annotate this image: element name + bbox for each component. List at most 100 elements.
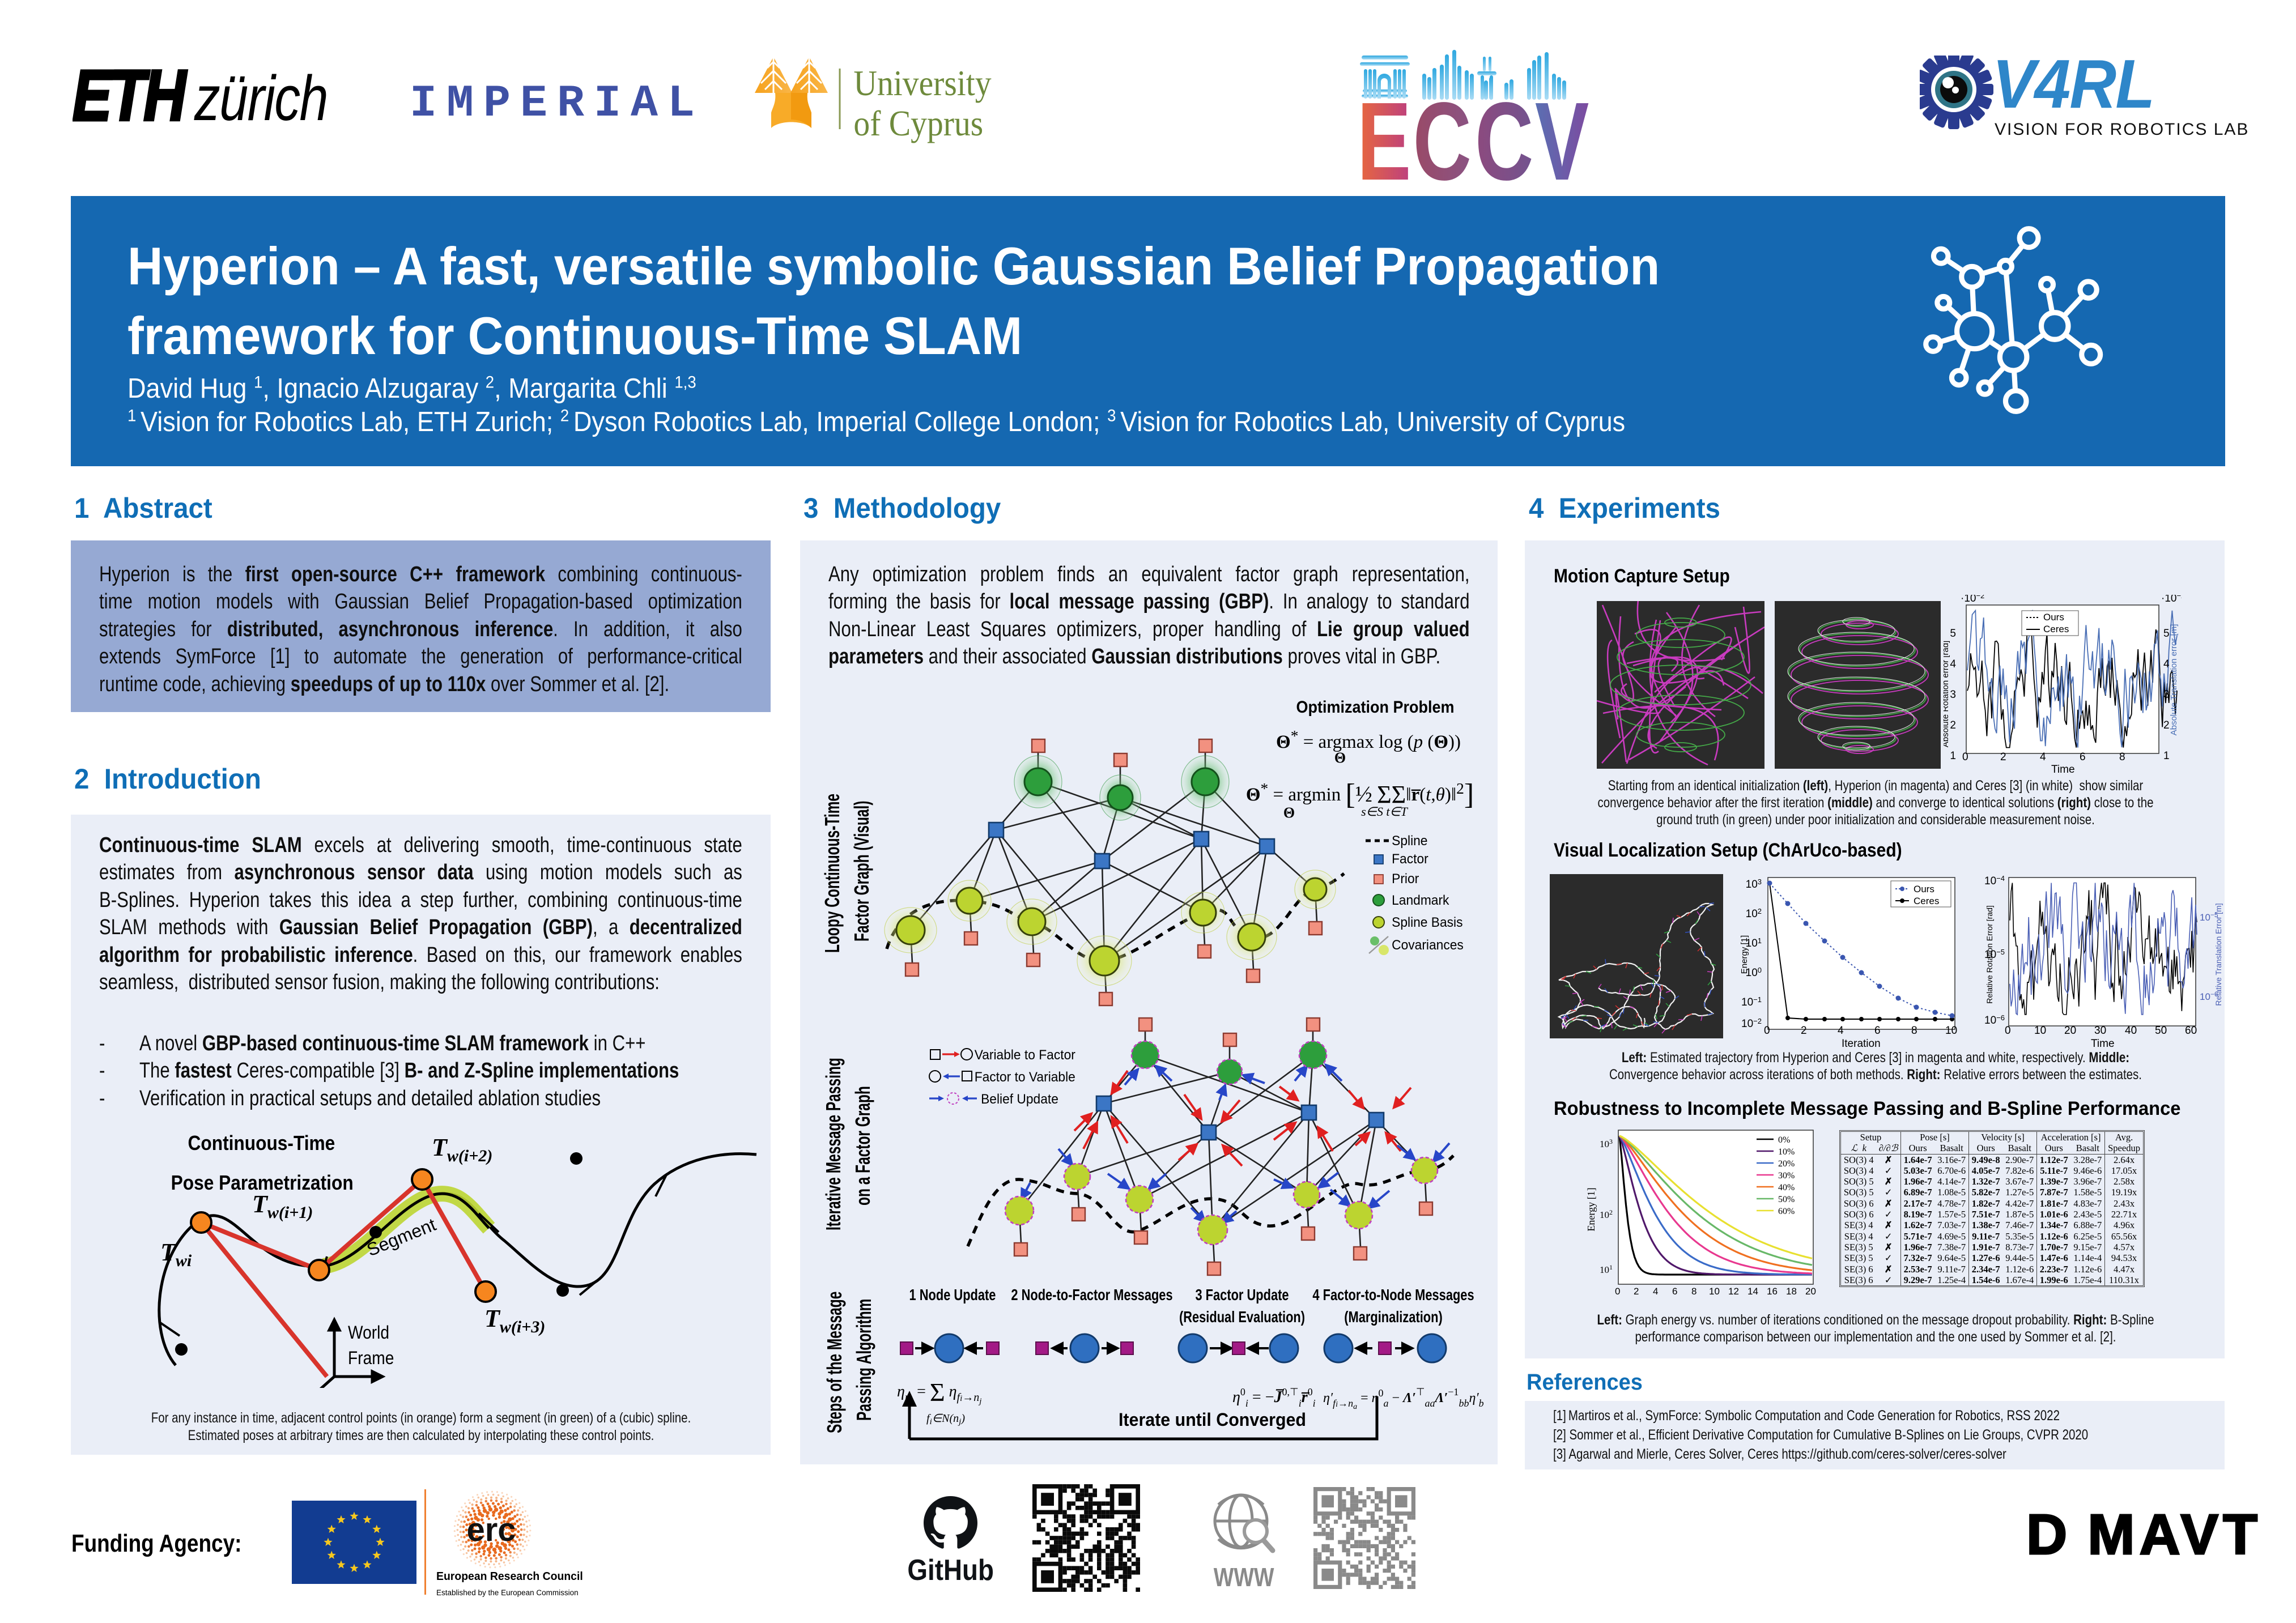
- svg-text:ETH: ETH: [73, 66, 188, 128]
- svg-text:50%: 50%: [1778, 1195, 1795, 1204]
- svg-text:10−1: 10−1: [1741, 995, 1762, 1008]
- svg-text:C: C: [1475, 80, 1533, 187]
- svg-text:20%: 20%: [1778, 1159, 1795, 1169]
- svg-text:0%: 0%: [1778, 1135, 1790, 1145]
- svg-text:6: 6: [1672, 1286, 1677, 1297]
- svg-text:5: 5: [2163, 628, 2170, 640]
- svg-text:2: 2: [2163, 719, 2170, 731]
- svg-text:Spline: Spline: [1392, 833, 1427, 848]
- svg-text:0: 0: [2005, 1025, 2011, 1037]
- svg-text:2: 2: [1950, 719, 1956, 731]
- svg-text:50: 50: [2155, 1025, 2167, 1037]
- svg-text:8: 8: [1691, 1286, 1697, 1297]
- svg-text:8: 8: [2119, 751, 2125, 763]
- svg-text:Time: Time: [2051, 764, 2075, 776]
- svg-text:4: 4: [1838, 1025, 1844, 1037]
- svg-text:Relative Rotation Error [rad]: Relative Rotation Error [rad]: [1985, 905, 1994, 1004]
- svg-text:3: 3: [1950, 689, 1956, 701]
- svg-text:Ours: Ours: [2043, 612, 2064, 623]
- svg-text:Absolute Translation error [m]: Absolute Translation error [m]: [2169, 624, 2179, 736]
- svg-text:6: 6: [2080, 751, 2086, 763]
- svg-text:30: 30: [2094, 1025, 2106, 1037]
- svg-text:Ceres: Ceres: [1914, 896, 1939, 906]
- svg-text:40%: 40%: [1778, 1183, 1795, 1192]
- svg-text:Spline Basis: Spline Basis: [1392, 914, 1462, 930]
- svg-text:102: 102: [1746, 907, 1762, 920]
- svg-text:World: World: [348, 1323, 389, 1343]
- svg-text:Tw(i+3): Tw(i+3): [484, 1305, 545, 1336]
- svg-text:1: 1: [2163, 750, 2170, 762]
- svg-text:Landmark: Landmark: [1392, 892, 1449, 908]
- svg-text:102: 102: [1600, 1208, 1613, 1220]
- svg-text:10−4: 10−4: [1984, 874, 2005, 887]
- svg-text:0: 0: [1962, 751, 1968, 763]
- svg-text:16: 16: [1767, 1286, 1778, 1297]
- svg-text:Tw(i+2): Tw(i+2): [432, 1134, 492, 1165]
- svg-text:V4RL: V4RL: [1992, 56, 2154, 123]
- svg-text:erc: erc: [466, 1511, 516, 1548]
- svg-text:103: 103: [1746, 877, 1762, 891]
- svg-text:Factor: Factor: [1392, 851, 1428, 866]
- svg-text:10: 10: [1945, 1025, 1957, 1037]
- svg-text:10−2: 10−2: [1741, 1017, 1762, 1030]
- svg-text:Variable to Factor: Variable to Factor: [975, 1047, 1075, 1062]
- svg-text:4: 4: [1950, 658, 1956, 670]
- svg-text:Relative Translation Error [m]: Relative Translation Error [m]: [2214, 903, 2223, 1006]
- svg-text:0: 0: [1764, 1025, 1770, 1037]
- svg-text:η0i = −J̅0,⊤ir̅0i: η0i = −J̅0,⊤ir̅0i: [1232, 1386, 1316, 1409]
- svg-text:Absolute Rotation error [rad]: Absolute Rotation error [rad]: [1944, 641, 1950, 747]
- svg-text:Continuous-Time: Continuous-Time: [188, 1132, 335, 1155]
- svg-text:12: 12: [1728, 1286, 1739, 1297]
- svg-text:η′fi→na = η0a − Λ′⊤aaΛ′−1bbη′b: η′fi→na = η0a − Λ′⊤aaΛ′−1bbη′b: [1323, 1386, 1484, 1411]
- svg-text:5: 5: [1950, 628, 1956, 640]
- svg-text:14: 14: [1747, 1286, 1758, 1297]
- svg-text:Energy [1]: Energy [1]: [1587, 1187, 1597, 1231]
- svg-text:4: 4: [1653, 1286, 1658, 1297]
- svg-text:10: 10: [2034, 1025, 2046, 1037]
- svg-text:4: 4: [2163, 658, 2170, 670]
- svg-text:20: 20: [2064, 1025, 2076, 1037]
- svg-text:of Cyprus: of Cyprus: [853, 104, 983, 143]
- svg-text:8: 8: [1911, 1025, 1917, 1037]
- svg-text:Pose Parametrization: Pose Parametrization: [171, 1172, 354, 1194]
- svg-text:Ceres: Ceres: [2043, 624, 2069, 634]
- svg-text:Prior: Prior: [1392, 871, 1419, 886]
- svg-text:Time: Time: [2091, 1038, 2115, 1050]
- svg-text:Frame: Frame: [348, 1348, 394, 1368]
- svg-text:40: 40: [2125, 1025, 2137, 1037]
- svg-text:Iteration: Iteration: [1842, 1038, 1881, 1050]
- svg-text:·10−2: ·10−2: [1961, 595, 1984, 604]
- svg-text:30%: 30%: [1778, 1171, 1795, 1181]
- svg-text:E: E: [1357, 80, 1411, 187]
- svg-text:Tw(i+1): Tw(i+1): [252, 1190, 313, 1222]
- svg-text:6: 6: [1874, 1025, 1881, 1037]
- svg-text:Covariances: Covariances: [1392, 937, 1464, 952]
- svg-text:10: 10: [1709, 1286, 1720, 1297]
- svg-text:4: 4: [2040, 751, 2046, 763]
- svg-text:V: V: [1535, 80, 1589, 187]
- svg-text:10−6: 10−6: [1984, 1013, 2005, 1026]
- svg-text:zürich: zürich: [194, 66, 328, 128]
- svg-text:Energy [1]: Energy [1]: [1740, 935, 1749, 974]
- svg-text:60: 60: [2185, 1025, 2197, 1037]
- svg-text:C: C: [1413, 80, 1472, 187]
- svg-text:60%: 60%: [1778, 1207, 1795, 1216]
- svg-text:18: 18: [1786, 1286, 1797, 1297]
- svg-text:0: 0: [1615, 1286, 1620, 1297]
- svg-text:3: 3: [2163, 689, 2170, 701]
- svg-text:VISION FOR ROBOTICS LAB: VISION FOR ROBOTICS LAB: [1995, 120, 2249, 139]
- svg-text:Ours: Ours: [1914, 884, 1934, 894]
- svg-text:Iterate until Converged: Iterate until Converged: [1119, 1409, 1306, 1430]
- svg-text:10%: 10%: [1778, 1147, 1795, 1157]
- svg-text:20: 20: [1805, 1286, 1816, 1297]
- svg-text:Factor to Variable: Factor to Variable: [975, 1069, 1075, 1084]
- svg-text:101: 101: [1600, 1263, 1613, 1275]
- svg-text:2: 2: [1634, 1286, 1639, 1297]
- svg-text:fi∈N(nj): fi∈N(nj): [926, 1412, 965, 1426]
- svg-text:1: 1: [1950, 750, 1956, 762]
- svg-text:2: 2: [2000, 751, 2006, 763]
- svg-text:·10−2: ·10−2: [2161, 595, 2182, 604]
- svg-text:2: 2: [1801, 1025, 1807, 1037]
- svg-text:University: University: [853, 63, 992, 103]
- svg-text:103: 103: [1600, 1138, 1613, 1149]
